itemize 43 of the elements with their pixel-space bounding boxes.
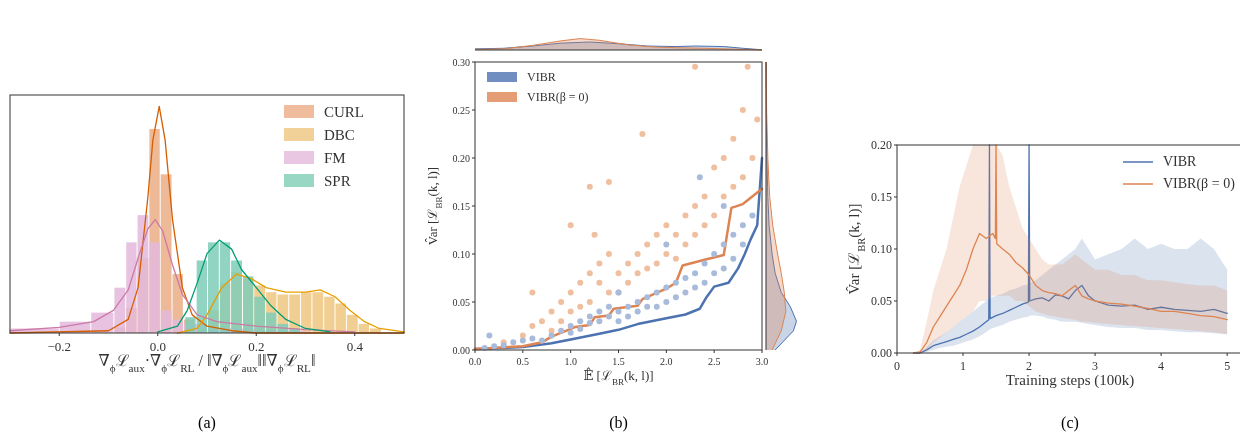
x-tick-label: 4 — [1158, 359, 1165, 373]
legend-label: VIBR — [1163, 154, 1198, 169]
y-tick-label: 0.15 — [452, 200, 470, 212]
x-tick-label: 1.5 — [612, 356, 625, 367]
text: (c) — [1061, 414, 1079, 432]
x-axis-title: 𝔼̂ [ℒ$_{BR}$(k, l)] — [583, 366, 654, 387]
legend-label: VIBR — [527, 70, 556, 84]
x-tick-label: 0.5 — [516, 356, 530, 367]
y-tick-label: 0.05 — [452, 296, 470, 308]
x-tick-label: 0.0 — [468, 356, 482, 367]
legend-label: VIBR(β = 0) — [1163, 176, 1236, 192]
x-axis-title: Training steps (100k) — [1005, 372, 1135, 389]
x-tick-label: 0.2 — [248, 339, 265, 354]
y-tick-label: 0.10 — [452, 248, 470, 260]
text: ∇$_{ϕ}$ℒ$_{aux}$·∇$_{ϕ}$ℒ$_{RL}$ / ‖∇$_{ϕ}$ℒ$_{aux}$‖‖∇$_{ϕ}$ℒ$_{RL}$‖ — [98, 352, 316, 374]
legend-label: VIBR(β = 0) — [527, 90, 589, 104]
x-tick-label: 2.5 — [707, 356, 721, 367]
x-tick-label: 1 — [960, 359, 967, 373]
legend-label: SPR — [324, 173, 351, 189]
x-tick-label: 0.4 — [346, 339, 364, 354]
x-tick-label: 2 — [1026, 359, 1033, 373]
y-tick-label: 0.25 — [452, 104, 470, 116]
x-tick-label: −0.2 — [47, 339, 72, 354]
legend-label: FM — [324, 150, 346, 166]
legend-label: CURL — [324, 104, 365, 120]
y-tick-label: 0.00 — [452, 344, 470, 356]
y-tick-label: 0.10 — [871, 242, 892, 257]
x-tick-label: 0 — [894, 359, 900, 373]
y-tick-label: 0.20 — [871, 138, 892, 153]
y-tick-label: 0.05 — [871, 294, 892, 309]
x-tick-label: 3 — [1092, 359, 1099, 373]
y-tick-label: 0.30 — [452, 56, 470, 68]
y-tick-label: 0.15 — [871, 190, 892, 205]
text: (b) — [609, 414, 628, 432]
x-tick-label: 3.0 — [755, 356, 769, 367]
x-tick-label: 0.0 — [149, 339, 166, 354]
x-tick-label: 1.0 — [564, 356, 577, 367]
x-tick-label: 2.0 — [660, 356, 673, 367]
text: (a) — [198, 414, 216, 432]
x-tick-label: 5 — [1224, 359, 1231, 373]
legend-label: DBC — [324, 127, 355, 143]
y-tick-label: 0.00 — [871, 346, 892, 361]
y-tick-label: 0.20 — [452, 152, 470, 164]
